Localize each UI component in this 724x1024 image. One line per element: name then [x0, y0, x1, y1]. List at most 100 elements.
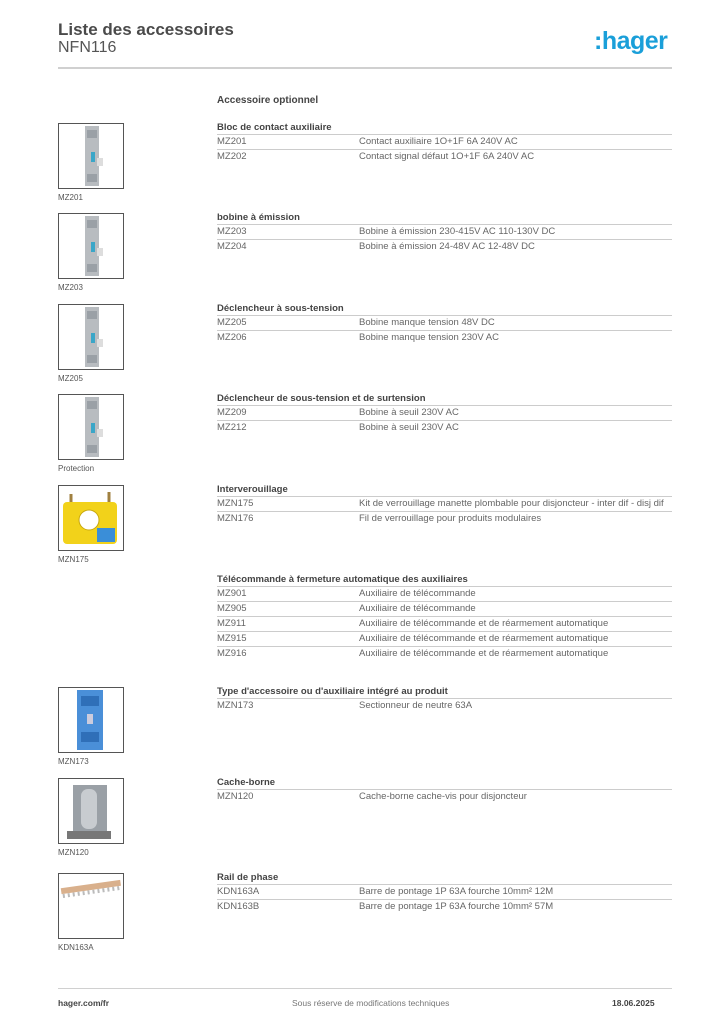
- table-row: MZ205 Bobine manque tension 48V DC: [217, 316, 672, 331]
- product-reference: NFN116: [58, 39, 117, 56]
- product-image: [58, 873, 124, 939]
- product-image: [58, 485, 124, 551]
- reference-cell[interactable]: MZ202: [217, 151, 247, 162]
- table-row: MZ202 Contact signal défaut 1O+1F 6A 240V…: [217, 150, 672, 164]
- reference-cell[interactable]: MZN120: [217, 791, 254, 802]
- image-caption: Protection: [58, 464, 95, 473]
- page-title: Liste des accessoires: [58, 20, 234, 39]
- section-2: MZ205 Déclencheur à sous-tension MZ205 Bobi…: [0, 303, 724, 393]
- table-row: MZ916 Auxiliaire de télécommande et de ré…: [217, 647, 672, 661]
- product-image: [58, 123, 124, 189]
- description-cell: Sectionneur de neutre 63A: [359, 700, 473, 711]
- description-cell: Cache-borne cache-vis pour disjoncteur: [359, 791, 527, 802]
- reference-cell[interactable]: KDN163B: [217, 901, 260, 912]
- description-cell: Bobine manque tension 48V DC: [359, 317, 495, 328]
- table-row: MZ206 Bobine manque tension 230V AC: [217, 331, 672, 345]
- description-cell: Barre de pontage 1P 63A fourche 10mm² 12…: [359, 886, 554, 897]
- section-5: Télécommande à fermeture automatique des…: [0, 574, 724, 664]
- accessory-table: Télécommande à fermeture automatique des…: [217, 574, 672, 661]
- section-1: MZ203 bobine à émission MZ203 Bobine à émis…: [0, 212, 724, 302]
- header-divider: [58, 67, 672, 69]
- reference-cell[interactable]: MZ212: [217, 422, 247, 433]
- section-6: MZN173 Type d'accessoire ou d'auxiliaire …: [0, 686, 724, 776]
- accessory-table: Déclencheur à sous-tension MZ205 Bobine ma…: [217, 303, 672, 345]
- description-cell: Bobine à émission 24-48V AC 12-48V DC: [359, 241, 535, 252]
- section-heading: Télécommande à fermeture automatique des…: [217, 574, 672, 587]
- section-heading: bobine à émission: [217, 212, 672, 225]
- description-cell: Auxiliaire de télécommande et de réarmem…: [359, 618, 609, 629]
- image-caption: MZ203: [58, 283, 83, 292]
- footer-divider: [58, 988, 672, 989]
- reference-cell[interactable]: MZ911: [217, 618, 246, 629]
- accessory-table: Type d'accessoire ou d'auxiliaire intégr…: [217, 686, 672, 713]
- description-cell: Contact signal défaut 1O+1F 6A 240V AC: [359, 151, 535, 162]
- reference-cell[interactable]: MZN173: [217, 700, 254, 711]
- table-row: MZ201 Contact auxiliaire 1O+1F 6A 240V AC: [217, 135, 672, 150]
- section-heading: Rail de phase: [217, 872, 672, 885]
- reference-cell[interactable]: MZ901: [217, 588, 247, 599]
- image-caption: MZN175: [58, 555, 89, 564]
- reference-cell[interactable]: MZ203: [217, 226, 247, 237]
- accessory-table: Déclencheur de sous-tension et de surten…: [217, 393, 672, 435]
- description-cell: Auxiliaire de télécommande: [359, 588, 476, 599]
- table-row: MZ209 Bobine à seuil 230V AC: [217, 406, 672, 421]
- table-row: MZN176 Fil de verrouillage pour produits …: [217, 512, 672, 526]
- table-row: MZ911 Auxiliaire de télécommande et de ré…: [217, 617, 672, 632]
- description-cell: Barre de pontage 1P 63A fourche 10mm² 57…: [359, 901, 554, 912]
- section-4: MZN175 Interverouillage MZN175 Kit de verro…: [0, 484, 724, 574]
- image-caption: MZN173: [58, 757, 89, 766]
- description-cell: Auxiliaire de télécommande: [359, 603, 476, 614]
- table-row: MZ901 Auxiliaire de télécommande: [217, 587, 672, 602]
- footer-website[interactable]: hager.com/fr: [58, 998, 110, 1008]
- description-cell: Auxiliaire de télécommande et de réarmem…: [359, 648, 609, 659]
- table-row: KDN163B Barre de pontage 1P 63A fourche 1…: [217, 900, 672, 914]
- description-cell: Bobine à émission 230-415V AC 110-130V D…: [359, 226, 556, 237]
- description-cell: Bobine à seuil 230V AC: [359, 407, 459, 418]
- footer-date: 18.06.2025: [612, 998, 655, 1008]
- table-row: MZN175 Kit de verrouillage manette plomba…: [217, 497, 672, 512]
- table-row: MZ915 Auxiliaire de télécommande et de ré…: [217, 632, 672, 647]
- section-heading: Bloc de contact auxiliaire: [217, 122, 672, 135]
- product-image: [58, 394, 124, 460]
- table-row: MZ905 Auxiliaire de télécommande: [217, 602, 672, 617]
- section-heading: Déclencheur à sous-tension: [217, 303, 672, 316]
- section-heading: Type d'accessoire ou d'auxiliaire intégr…: [217, 686, 672, 699]
- section-3: Protection Déclencheur de sous-tension et…: [0, 393, 724, 483]
- footer-notice: Sous réserve de modifications techniques: [292, 998, 450, 1008]
- image-caption: MZ205: [58, 374, 83, 383]
- reference-cell[interactable]: MZ915: [217, 633, 247, 644]
- accessory-table: Bloc de contact auxiliaire MZ201 Contact a…: [217, 122, 672, 164]
- accessory-table: Rail de phase KDN163A Barre de pontage 1P …: [217, 872, 672, 914]
- hager-logo: :hager: [594, 27, 668, 55]
- accessory-table: Interverouillage MZN175 Kit de verrouillag…: [217, 484, 672, 526]
- table-row: MZ212 Bobine à seuil 230V AC: [217, 421, 672, 435]
- section-0: MZ201 Bloc de contact auxiliaire MZ201 Cont…: [0, 122, 724, 212]
- reference-cell[interactable]: MZN176: [217, 513, 254, 524]
- product-image: [58, 213, 124, 279]
- reference-cell[interactable]: MZ209: [217, 407, 247, 418]
- description-cell: Kit de verrouillage manette plombable po…: [359, 498, 664, 509]
- table-row: MZ203 Bobine à émission 230-415V AC 110-1…: [217, 225, 672, 240]
- description-cell: Fil de verrouillage pour produits modula…: [359, 513, 542, 524]
- reference-cell[interactable]: MZ201: [217, 136, 247, 147]
- section-8: KDN163A Rail de phase KDN163A Barre de pont…: [0, 872, 724, 962]
- section-heading: Cache-borne: [217, 777, 672, 790]
- description-cell: Bobine à seuil 230V AC: [359, 422, 459, 433]
- image-caption: KDN163A: [58, 943, 94, 952]
- reference-cell[interactable]: MZ205: [217, 317, 247, 328]
- reference-cell[interactable]: MZ204: [217, 241, 247, 252]
- reference-cell[interactable]: KDN163A: [217, 886, 260, 897]
- description-cell: Auxiliaire de télécommande et de réarmem…: [359, 633, 609, 644]
- table-row: MZN120 Cache-borne cache-vis pour disjonc…: [217, 790, 672, 804]
- reference-cell[interactable]: MZ916: [217, 648, 247, 659]
- product-image: [58, 687, 124, 753]
- description-cell: Bobine manque tension 230V AC: [359, 332, 499, 343]
- table-row: KDN163A Barre de pontage 1P 63A fourche 1…: [217, 885, 672, 900]
- description-cell: Contact auxiliaire 1O+1F 6A 240V AC: [359, 136, 518, 147]
- section-heading: Déclencheur de sous-tension et de surten…: [217, 393, 672, 406]
- reference-cell[interactable]: MZN175: [217, 498, 254, 509]
- intro-heading: Accessoire optionnel: [217, 95, 319, 106]
- reference-cell[interactable]: MZ206: [217, 332, 247, 343]
- reference-cell[interactable]: MZ905: [217, 603, 247, 614]
- accessory-table: Cache-borne MZN120 Cache-borne cache-vis p…: [217, 777, 672, 804]
